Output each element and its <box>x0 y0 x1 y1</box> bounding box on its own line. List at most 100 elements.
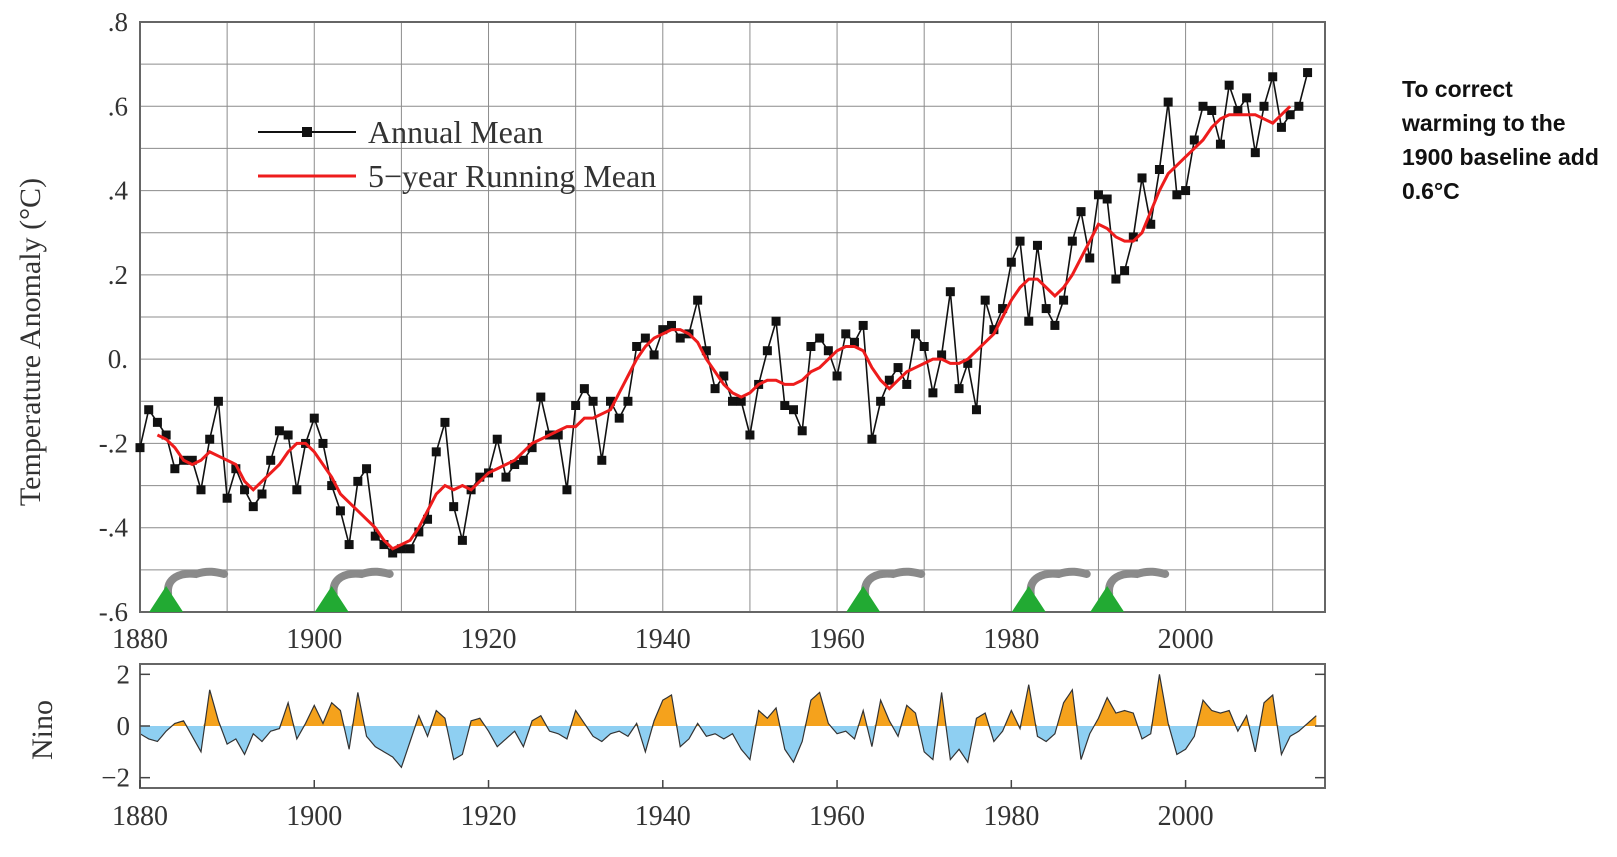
annual-mean-point <box>327 481 337 491</box>
annual-mean-point <box>762 346 772 356</box>
annual-mean-point <box>388 548 398 558</box>
annual-mean-point <box>449 502 459 512</box>
annual-mean-point <box>849 337 859 347</box>
annual-mean-point <box>1198 101 1208 111</box>
annual-mean-point <box>536 392 546 402</box>
annual-mean-point <box>1276 122 1286 132</box>
x-tick-label: 1940 <box>635 624 691 655</box>
annual-mean-point <box>867 434 877 444</box>
annual-mean-point <box>632 342 642 351</box>
annual-mean-point <box>1146 219 1156 229</box>
annual-mean-point <box>675 333 685 343</box>
annual-mean-point <box>597 455 607 465</box>
annual-mean-point <box>980 295 990 305</box>
annual-mean-point <box>205 434 215 444</box>
plot-frame <box>139 21 1326 613</box>
annual-mean-point <box>989 325 999 335</box>
annual-mean-point <box>1215 139 1225 149</box>
annual-mean-line <box>139 72 1309 554</box>
nino-index-plot: 2 0 −2 1880 1900 1920 1940 1960 1980 2000 <box>101 659 1326 832</box>
y-tick-label: .8 <box>108 7 128 37</box>
annual-mean-point <box>788 405 798 415</box>
annual-mean-point <box>440 417 450 427</box>
annual-mean-point <box>1041 304 1051 314</box>
annual-mean-point <box>797 426 807 436</box>
running-mean-line <box>156 105 1292 551</box>
x-tick-label: 1980 <box>983 624 1039 655</box>
volcano-cone <box>1011 586 1046 612</box>
annual-mean-point <box>1154 165 1164 174</box>
annual-mean-point <box>1093 190 1103 200</box>
x-tick-label: 1880 <box>112 624 168 655</box>
annual-mean-point <box>510 460 520 469</box>
annual-mean-point <box>257 489 267 499</box>
annual-mean-point <box>884 375 894 385</box>
annual-mean-point <box>344 540 354 550</box>
volcano-plume <box>861 567 926 598</box>
annual-mean-point <box>815 333 825 343</box>
annual-mean-point <box>309 413 319 423</box>
nino-line <box>139 674 1317 769</box>
annual-mean-point <box>518 455 528 465</box>
annual-mean-point <box>954 384 964 394</box>
nino-x-tick-label: 1920 <box>461 801 517 832</box>
annual-mean-point <box>1137 173 1147 183</box>
annual-mean-point <box>1207 106 1217 115</box>
annual-mean-point <box>588 396 598 406</box>
baseline-correction-note: To correct warming to the 1900 baseline … <box>1402 76 1599 204</box>
y-axis-label-temperature: Temperature Anomaly (°C) <box>14 178 47 506</box>
volcano-icon <box>314 567 394 612</box>
volcano-icon <box>149 567 229 612</box>
y-tick-label: -.2 <box>99 428 128 458</box>
annual-mean-point <box>736 396 746 406</box>
annual-mean-point <box>492 434 502 444</box>
annual-mean-point <box>640 333 650 343</box>
volcano-plume <box>329 567 394 598</box>
annual-mean-point <box>231 464 241 474</box>
nino-x-tick-label: 1880 <box>112 801 168 832</box>
annual-mean-point <box>266 455 276 465</box>
annual-mean-point <box>135 443 145 453</box>
annual-mean-point <box>893 363 903 373</box>
x-tick-label: 1900 <box>286 624 342 655</box>
nino-y-tick-label: −2 <box>101 763 130 793</box>
annual-mean-point <box>937 350 947 360</box>
volcano-cone <box>149 586 184 612</box>
annual-mean-point <box>335 506 345 516</box>
annual-mean-point <box>1015 236 1025 246</box>
volcano-icon <box>846 567 926 612</box>
annual-mean-point <box>614 413 624 423</box>
volcano-cone <box>314 586 349 612</box>
annual-mean-point <box>1067 236 1077 246</box>
nino-x-tick-label: 1980 <box>983 801 1039 832</box>
annual-mean-point <box>396 544 406 554</box>
annual-mean-point <box>963 358 973 368</box>
annual-mean-point <box>248 502 258 512</box>
annual-mean-point <box>1085 253 1095 263</box>
annual-mean-point <box>1250 148 1260 158</box>
y-tick-label: -.4 <box>99 513 129 543</box>
annual-mean-point <box>876 396 886 406</box>
annual-mean-point <box>1120 266 1130 276</box>
annual-mean-point <box>170 464 180 474</box>
annual-mean-point <box>667 320 677 330</box>
volcano-plume <box>1026 567 1091 598</box>
annual-mean-point <box>1076 207 1086 217</box>
annual-mean-point <box>1189 135 1199 145</box>
annual-mean-point <box>832 371 842 381</box>
nino-y-tick-label: 0 <box>117 711 131 741</box>
annual-mean-point <box>562 485 572 495</box>
annual-mean-point <box>431 447 441 457</box>
annual-mean-point <box>240 485 250 495</box>
annual-mean-point <box>1111 274 1121 284</box>
annual-mean-point <box>152 417 162 427</box>
legend-running-label: 5−year Running Mean <box>368 158 656 194</box>
volcano-icon <box>1011 567 1091 612</box>
annual-mean-point <box>971 405 981 415</box>
x-tick-label: 2000 <box>1158 624 1214 655</box>
annual-mean-point <box>353 476 363 486</box>
annual-mean-point <box>370 531 380 541</box>
annual-mean-point <box>571 401 581 410</box>
annual-mean-point <box>1128 232 1138 242</box>
annual-mean-point <box>501 472 511 482</box>
